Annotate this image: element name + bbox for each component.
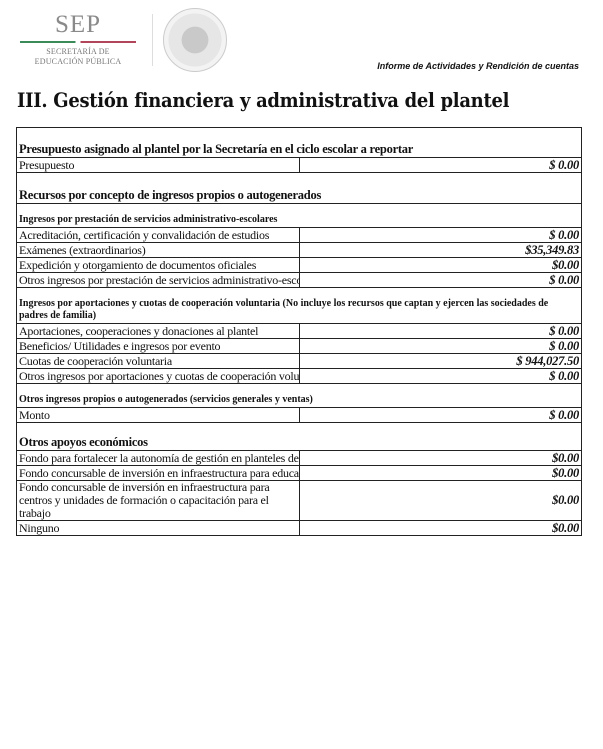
logo-line2: EDUCACIÓN PÚBLICA [34,57,122,66]
row-value: $35,349.83 [298,242,582,258]
subsection-header: Ingresos por aportaciones y cuotas de co… [16,287,582,324]
logo-name: SEP [54,11,102,38]
table-row: Cuotas de cooperación voluntaria $ 944,02… [16,353,582,369]
row-label: Expedición y otorgamiento de documentos … [16,257,299,273]
row-value: $0.00 [298,257,582,273]
subsection-header: Ingresos por prestación de servicios adm… [16,203,582,228]
table-row: Otros ingresos por prestación de servici… [16,272,582,288]
row-value: $0.00 [298,465,582,481]
page-title: III. Gestión financiera y administrativa… [17,89,510,112]
row-label: Ninguno [16,520,299,536]
subsection-title: Ingresos por aportaciones y cuotas de co… [16,287,582,324]
table-row: Aportaciones, cooperaciones y donaciones… [16,323,582,339]
section-title: Recursos por concepto de ingresos propio… [16,172,582,204]
table-row: Otros ingresos por aportaciones y cuotas… [16,368,582,384]
section-title: Presupuesto asignado al plantel por la S… [16,127,582,158]
table-row: Fondo para fortalecer la autonomía de ge… [16,450,582,466]
row-label: Beneficios/ Utilidades e ingresos por ev… [16,338,299,354]
section-header: Recursos por concepto de ingresos propio… [16,172,582,204]
logo-divider [152,14,153,66]
section-title: Otros apoyos económicos [16,422,582,451]
row-label: Fondo para fortalecer la autonomía de ge… [16,450,299,466]
table-row: Beneficios/ Utilidades e ingresos por ev… [16,338,582,354]
finance-table: Presupuesto asignado al plantel por la S… [16,127,582,536]
table-row: Acreditación, certificación y convalidac… [16,227,582,243]
row-label: Otros ingresos por aportaciones y cuotas… [16,368,299,384]
subsection-title: Otros ingresos propios o autogenerados (… [16,383,582,408]
row-value: $ 0.00 [298,157,582,173]
row-value: $ 0.00 [298,368,582,384]
report-title: Informe de Actividades y Rendición de cu… [377,61,579,71]
row-label: Exámenes (extraordinarios) [16,242,299,258]
row-label: Monto [16,407,299,423]
row-label: Acreditación, certificación y convalidac… [16,227,299,243]
row-label: Fondo concursable de inversión en infrae… [16,480,299,521]
section-header: Otros apoyos económicos [16,422,582,451]
row-value: $ 0.00 [298,338,582,354]
table-row: Presupuesto $ 0.00 [16,157,582,173]
row-label: Cuotas de cooperación voluntaria [16,353,299,369]
table-row: Fondo concursable de inversión en infrae… [16,480,582,521]
row-value: $ 0.00 [298,227,582,243]
national-emblem-seal [163,8,227,72]
logo-color-bar [20,41,136,43]
row-value: $0.00 [298,480,582,521]
subsection-header: Otros ingresos propios o autogenerados (… [16,383,582,408]
row-value: $ 0.00 [298,407,582,423]
row-label: Fondo concursable de inversión en infrae… [16,465,299,481]
table-row: Fondo concursable de inversión en infrae… [16,465,582,481]
section-header: Presupuesto asignado al plantel por la S… [16,127,582,158]
sep-logo: SEP SECRETARÍA DE EDUCACIÓN PÚBLICA [18,12,138,67]
row-label: Otros ingresos por prestación de servici… [16,272,299,288]
row-value: $ 0.00 [298,272,582,288]
logo-line1: SECRETARÍA DE [46,47,110,56]
row-label: Presupuesto [16,157,299,173]
row-value: $ 944,027.50 [298,353,582,369]
row-label: Aportaciones, cooperaciones y donaciones… [16,323,299,339]
table-row: Ninguno $0.00 [16,520,582,536]
table-row: Exámenes (extraordinarios) $35,349.83 [16,242,582,258]
subsection-title: Ingresos por prestación de servicios adm… [16,203,582,228]
table-row: Monto $ 0.00 [16,407,582,423]
table-row: Expedición y otorgamiento de documentos … [16,257,582,273]
row-value: $0.00 [298,450,582,466]
row-value: $ 0.00 [298,323,582,339]
row-value: $0.00 [298,520,582,536]
